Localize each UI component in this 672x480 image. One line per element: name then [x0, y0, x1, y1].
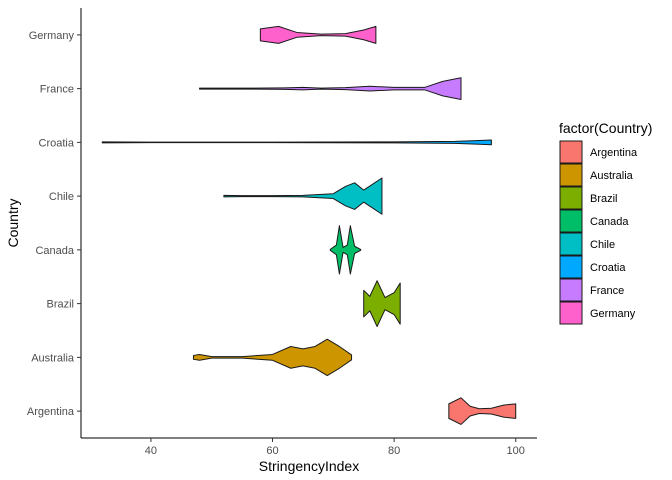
x-axis-title: StringencyIndex: [259, 458, 359, 474]
violin-france: [199, 77, 462, 101]
y-tick-label-australia: Australia: [31, 352, 75, 364]
legend-key-canada: [559, 209, 583, 233]
x-tick-label-100: 100: [507, 445, 525, 457]
violin-brazil: [363, 280, 401, 328]
axes: [80, 8, 537, 439]
ticks: Argentina Australia Brazil Canada Chile Croat…: [27, 30, 525, 457]
y-tick-label-brazil: Brazil: [46, 299, 74, 311]
violin-croatia: [101, 139, 492, 146]
violin-australia: [192, 338, 353, 377]
y-tick-label-germany: Germany: [29, 30, 75, 42]
legend-label-chile: Chile: [590, 239, 615, 251]
legend-label-france: France: [590, 285, 624, 297]
legend-key-chile: [559, 232, 583, 256]
legend-key-germany: [559, 301, 583, 325]
y-tick-label-chile: Chile: [49, 191, 74, 203]
legend-title: factor(Country): [559, 120, 652, 136]
violin-germany: [259, 25, 377, 44]
legend-label-argentina: Argentina: [590, 147, 638, 159]
legend-key-australia: [559, 163, 583, 187]
x-tick-label-40: 40: [145, 445, 157, 457]
x-tick-label-60: 60: [266, 445, 278, 457]
legend-key-argentina: [559, 140, 583, 164]
y-tick-label-canada: Canada: [35, 245, 74, 257]
legend-label-germany: Germany: [590, 308, 636, 320]
y-tick-label-france: France: [40, 84, 74, 96]
plot-area: [101, 25, 517, 425]
legend: Argentina Australia Brazil Canada Chile Croat…: [559, 140, 638, 325]
legend-label-croatia: Croatia: [590, 262, 626, 274]
violin-chile: [223, 177, 383, 215]
legend-label-canada: Canada: [590, 216, 629, 228]
legend-label-brazil: Brazil: [590, 193, 618, 205]
y-axis-title: Country: [5, 198, 21, 247]
y-tick-label-croatia: Croatia: [39, 137, 75, 149]
y-tick-label-argentina: Argentina: [27, 406, 75, 418]
legend-key-brazil: [559, 186, 583, 210]
violin-canada: [329, 225, 362, 275]
legend-key-croatia: [559, 255, 583, 279]
legend-key-france: [559, 278, 583, 302]
x-tick-label-80: 80: [388, 445, 400, 457]
legend-label-australia: Australia: [590, 170, 634, 182]
violin-argentina: [448, 397, 517, 425]
